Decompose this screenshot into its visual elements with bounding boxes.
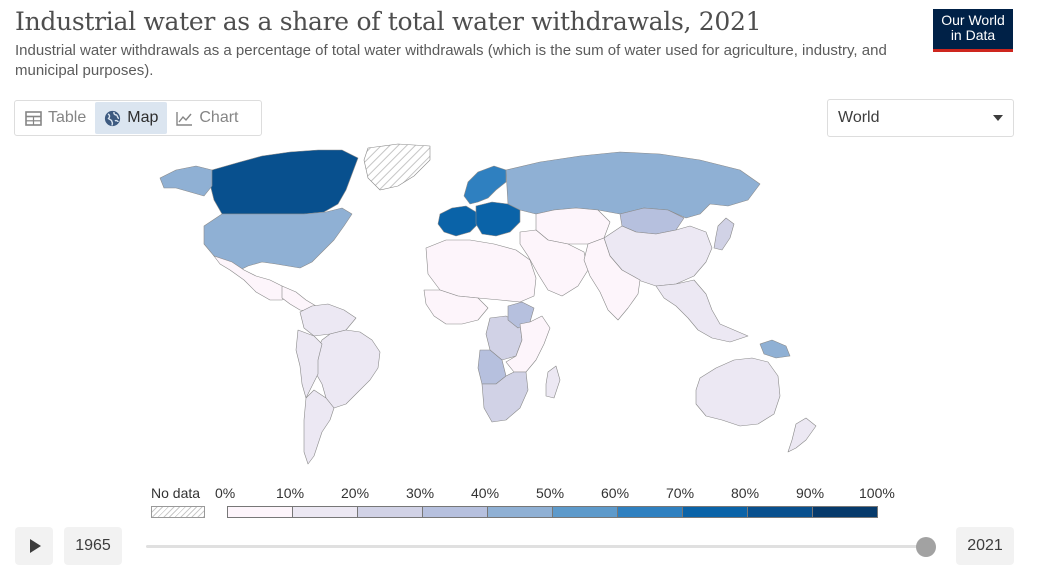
timeline-end-year[interactable]: 2021 [956, 527, 1014, 565]
country-alaska[interactable] [159, 165, 213, 197]
play-button[interactable] [15, 527, 53, 565]
tab-chart[interactable]: Chart [167, 102, 247, 134]
legend-bin[interactable] [682, 506, 748, 518]
legend-bin[interactable] [292, 506, 358, 518]
map-legend: No data 0% 10% 20% 30% 40% 50% 60% 70% 80% 90% 100… [0, 480, 1042, 520]
country-southeast-asia[interactable] [655, 279, 749, 343]
owid-logo[interactable]: Our World in Data [933, 9, 1013, 52]
legend-bin[interactable] [487, 506, 553, 518]
country-andes[interactable] [295, 329, 323, 399]
timeline-handle[interactable] [916, 537, 936, 557]
country-scandinavia[interactable] [463, 165, 507, 205]
country-greenland[interactable] [363, 143, 431, 191]
timeline-track[interactable] [146, 545, 936, 548]
region-select[interactable]: World [827, 99, 1014, 137]
country-east-africa[interactable] [505, 315, 551, 373]
country-central-europe[interactable] [475, 201, 521, 237]
play-icon [30, 539, 41, 553]
tab-table-label: Table [48, 109, 87, 126]
legend-tick-label: 60% [601, 485, 630, 501]
country-southern-africa[interactable] [481, 371, 529, 423]
country-new-zealand[interactable] [787, 417, 817, 453]
country-madagascar[interactable] [545, 365, 561, 399]
legend-bin[interactable] [357, 506, 423, 518]
legend-tick-label: 70% [666, 485, 695, 501]
legend-bin[interactable] [812, 506, 878, 518]
legend-tick-label: 0% [215, 485, 236, 501]
tab-map-label: Map [127, 109, 159, 126]
tab-map[interactable]: Map [95, 102, 168, 134]
legend-nodata-label: No data [151, 485, 201, 501]
country-papua-new-guinea[interactable] [759, 339, 791, 359]
view-tabs: Table Map Chart [14, 100, 262, 136]
globe-icon [104, 110, 121, 127]
country-canada[interactable] [209, 149, 359, 215]
country-australia[interactable] [695, 357, 781, 427]
country-kazakhstan[interactable] [535, 207, 611, 245]
chevron-down-icon [993, 115, 1003, 121]
legend-bin[interactable] [422, 506, 488, 518]
legend-tick-label: 100% [859, 485, 895, 501]
country-colombia-venezuela[interactable] [299, 303, 357, 337]
logo-line-1: Our World [941, 12, 1005, 28]
legend-bin[interactable] [552, 506, 618, 518]
tab-chart-label: Chart [199, 109, 239, 126]
chart-title: Industrial water as a share of total wat… [15, 7, 762, 36]
world-map [159, 143, 817, 465]
legend-tick-label: 90% [796, 485, 825, 501]
legend-bin[interactable] [227, 506, 293, 518]
country-west-africa[interactable] [423, 289, 489, 325]
country-western-europe[interactable] [437, 205, 479, 237]
logo-line-2: in Data [950, 27, 996, 43]
country-japan[interactable] [713, 217, 735, 251]
country-southern-cone[interactable] [303, 389, 335, 465]
legend-tick-label: 80% [731, 485, 760, 501]
country-india[interactable] [583, 237, 641, 321]
chart-subtitle: Industrial water withdrawals as a percen… [15, 42, 887, 79]
legend-nodata-swatch[interactable] [151, 506, 205, 518]
legend-tick-label: 50% [536, 485, 565, 501]
country-middle-east[interactable] [519, 229, 589, 297]
legend-tick-label: 10% [276, 485, 305, 501]
legend-bin[interactable] [747, 506, 813, 518]
tab-table[interactable]: Table [16, 102, 95, 134]
legend-tick-label: 30% [406, 485, 435, 501]
legend-bin[interactable] [617, 506, 683, 518]
timeline-start-year[interactable]: 1965 [64, 527, 122, 565]
region-select-value: World [838, 109, 880, 126]
legend-tick-label: 40% [471, 485, 500, 501]
country-russia[interactable] [505, 151, 761, 219]
legend-tick-label: 20% [341, 485, 370, 501]
table-icon [25, 110, 42, 126]
line-chart-icon [176, 111, 193, 126]
